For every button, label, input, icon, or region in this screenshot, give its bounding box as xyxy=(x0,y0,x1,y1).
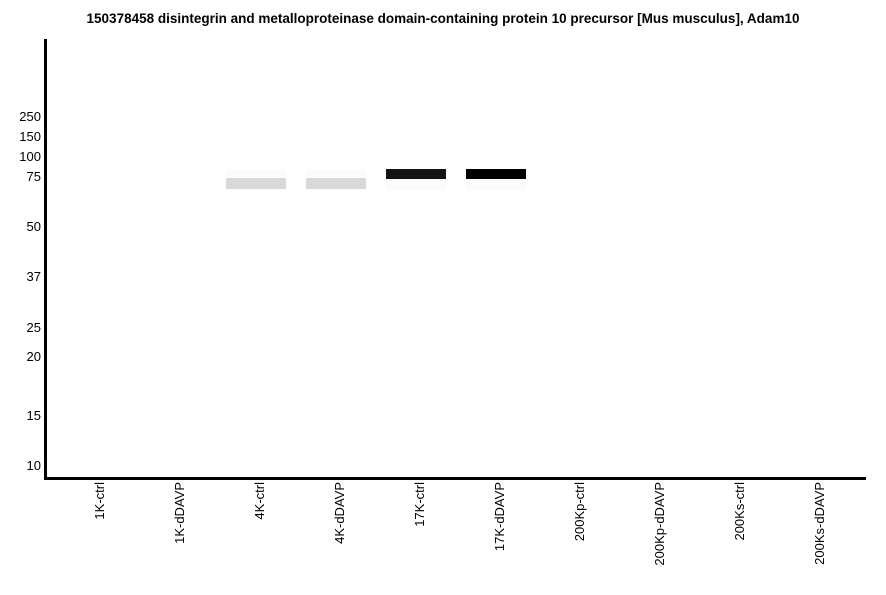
x-tick-label-200Ks-ctrl: 200Ks-ctrl xyxy=(732,482,747,541)
x-axis-line xyxy=(44,477,866,480)
y-tick-label-10kda: 10 xyxy=(26,458,41,473)
y-axis-line xyxy=(44,39,47,480)
band-17K-dDAVP xyxy=(466,169,526,179)
x-tick-label-200Kp-dDAVP: 200Kp-dDAVP xyxy=(652,482,667,566)
y-tick-label-15kda: 15 xyxy=(26,408,41,423)
y-tick-label-20kda: 20 xyxy=(26,349,41,364)
band-halo-4K-dDAVP xyxy=(306,170,366,178)
x-tick-label-17K-dDAVP: 17K-dDAVP xyxy=(492,482,507,552)
x-tick-label-4K-ctrl: 4K-ctrl xyxy=(252,482,267,520)
y-tick-label-75kda: 75 xyxy=(26,169,41,184)
x-tick-label-17K-ctrl: 17K-ctrl xyxy=(412,482,427,527)
band-halo-4K-ctrl xyxy=(226,170,286,178)
band-4K-ctrl xyxy=(226,178,286,189)
band-4K-dDAVP xyxy=(306,178,366,189)
band-17K-ctrl xyxy=(386,169,446,179)
y-tick-label-100kda: 100 xyxy=(19,149,41,164)
y-tick-label-25kda: 25 xyxy=(26,320,41,335)
chart-title: 150378458 disintegrin and metalloprotein… xyxy=(86,11,800,26)
x-tick-label-200Kp-ctrl: 200Kp-ctrl xyxy=(572,482,587,542)
x-tick-label-200Ks-dDAVP: 200Ks-dDAVP xyxy=(812,482,827,565)
y-tick-label-250kda: 250 xyxy=(19,109,41,124)
x-tick-label-4K-dDAVP: 4K-dDAVP xyxy=(332,482,347,544)
y-tick-label-37kda: 37 xyxy=(26,269,41,284)
x-tick-label-1K-ctrl: 1K-ctrl xyxy=(92,482,107,520)
y-tick-label-150kda: 150 xyxy=(19,129,41,144)
x-tick-label-1K-dDAVP: 1K-dDAVP xyxy=(172,482,187,544)
band-halo-17K-dDAVP xyxy=(466,179,526,190)
y-tick-label-50kda: 50 xyxy=(26,219,41,234)
band-halo-17K-ctrl xyxy=(386,179,446,190)
